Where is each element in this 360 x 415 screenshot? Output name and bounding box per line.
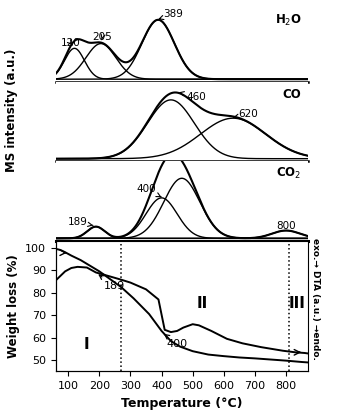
Text: 189: 189 <box>99 275 125 291</box>
Text: 120: 120 <box>61 38 81 48</box>
Text: 400: 400 <box>164 334 187 349</box>
Text: 800: 800 <box>276 221 296 231</box>
Text: 389: 389 <box>159 10 183 20</box>
Text: III: III <box>288 296 305 312</box>
Text: CO: CO <box>283 88 302 100</box>
Text: 620: 620 <box>233 109 258 119</box>
Text: 189: 189 <box>68 217 93 227</box>
Text: H$_2$O: H$_2$O <box>275 12 302 28</box>
Text: 205: 205 <box>93 32 112 42</box>
Text: I: I <box>84 337 90 352</box>
Text: CO$_2$: CO$_2$ <box>276 166 302 181</box>
Y-axis label: Weight loss (%): Weight loss (%) <box>6 254 19 358</box>
Text: 400: 400 <box>136 184 161 197</box>
Text: 460: 460 <box>180 92 206 102</box>
Text: MS intensity (a.u.): MS intensity (a.u.) <box>5 48 18 172</box>
X-axis label: Temperature (°C): Temperature (°C) <box>121 397 243 410</box>
Text: II: II <box>197 296 208 312</box>
Text: 465: 465 <box>0 414 1 415</box>
Text: exo.→ DTA (a.u.) →endo.: exo.→ DTA (a.u.) →endo. <box>310 238 320 360</box>
